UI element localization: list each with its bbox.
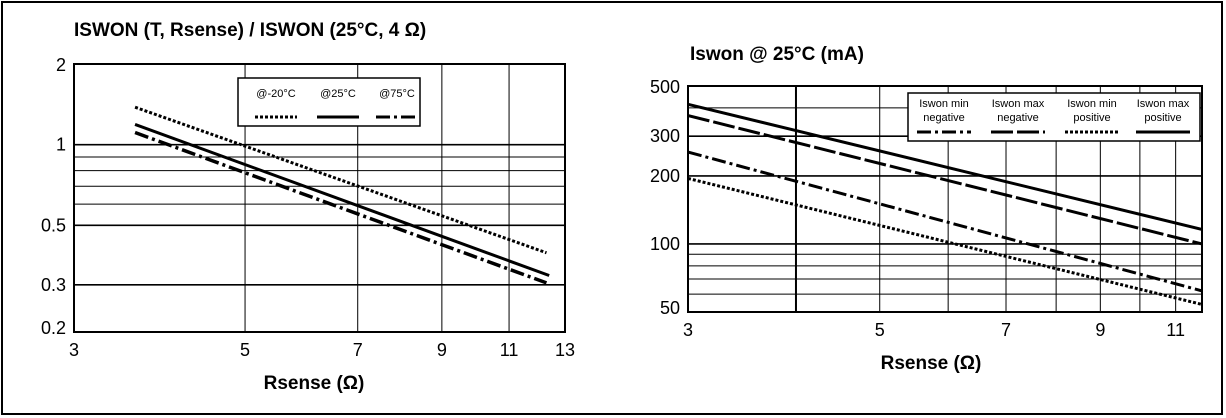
legend: Iswon min negative Iswon max negative Iswon … — [907, 92, 1201, 142]
y-tick-label: 1 — [56, 135, 66, 155]
legend-label: Iswon min — [919, 98, 969, 110]
series-line-4 — [687, 102, 1203, 231]
series-line-2 — [134, 123, 550, 277]
legend-label: Iswon max — [1137, 98, 1190, 110]
legend-label: positive — [1144, 112, 1181, 124]
x-tick-label: 3 — [683, 320, 693, 340]
legend-label: Iswon max — [992, 98, 1045, 110]
x-tick-label: 7 — [1001, 320, 1011, 340]
x-tick-label: 5 — [240, 340, 250, 360]
legend: @-20°C @25°C @75°C — [237, 77, 421, 127]
x-tick-label: 11 — [1166, 320, 1185, 340]
series-line-1 — [687, 150, 1203, 293]
x-tick-label: 9 — [1095, 320, 1105, 340]
x-tick-label: 5 — [875, 320, 885, 340]
x-axis-label: Rsense (Ω) — [881, 353, 982, 374]
chart-2: Iswon @ 25°C (mA) 3 5 7 9 11 50 100 200 300 500 Rse… — [650, 44, 1203, 374]
y-tick-label: 300 — [650, 126, 680, 146]
y-tick-label: 0.2 — [41, 318, 66, 338]
y-tick-label: 0.3 — [41, 275, 66, 295]
x-tick-label: 7 — [353, 340, 363, 360]
y-tick-label: 2 — [56, 55, 66, 75]
y-tick-label: 500 — [650, 77, 680, 97]
series-line-3 — [687, 176, 1203, 306]
legend-label: @75°C — [379, 88, 415, 100]
x-axis-label: Rsense (Ω) — [264, 373, 365, 394]
legend-label: negative — [997, 112, 1039, 124]
y-tick-label: 0.5 — [41, 215, 66, 235]
legend-label: positive — [1073, 112, 1110, 124]
legend-label: Iswon min — [1067, 98, 1117, 110]
y-tick-label: 100 — [650, 234, 680, 254]
plot-area — [687, 85, 1203, 313]
chart-1: ISWON (T, Rsense) / ISWON (25°C, 4 Ω) 3 5 7… — [41, 20, 575, 394]
series-line-3 — [134, 130, 548, 285]
y-tick-label: 200 — [650, 166, 680, 186]
x-tick-label: 11 — [500, 340, 519, 360]
chart-title: Iswon @ 25°C (mA) — [690, 44, 864, 65]
legend-label: negative — [923, 112, 965, 124]
legend-label: @-20°C — [256, 88, 295, 100]
series-line-1 — [134, 105, 547, 255]
x-tick-label: 3 — [69, 340, 79, 360]
chart-title: ISWON (T, Rsense) / ISWON (25°C, 4 Ω) — [74, 20, 426, 41]
x-tick-label: 13 — [555, 340, 575, 360]
y-tick-label: 50 — [660, 298, 680, 318]
x-tick-label: 9 — [437, 340, 447, 360]
plot-area — [73, 63, 566, 333]
legend-box — [237, 77, 421, 127]
legend-label: @25°C — [320, 88, 356, 100]
series-line-2 — [687, 114, 1203, 246]
